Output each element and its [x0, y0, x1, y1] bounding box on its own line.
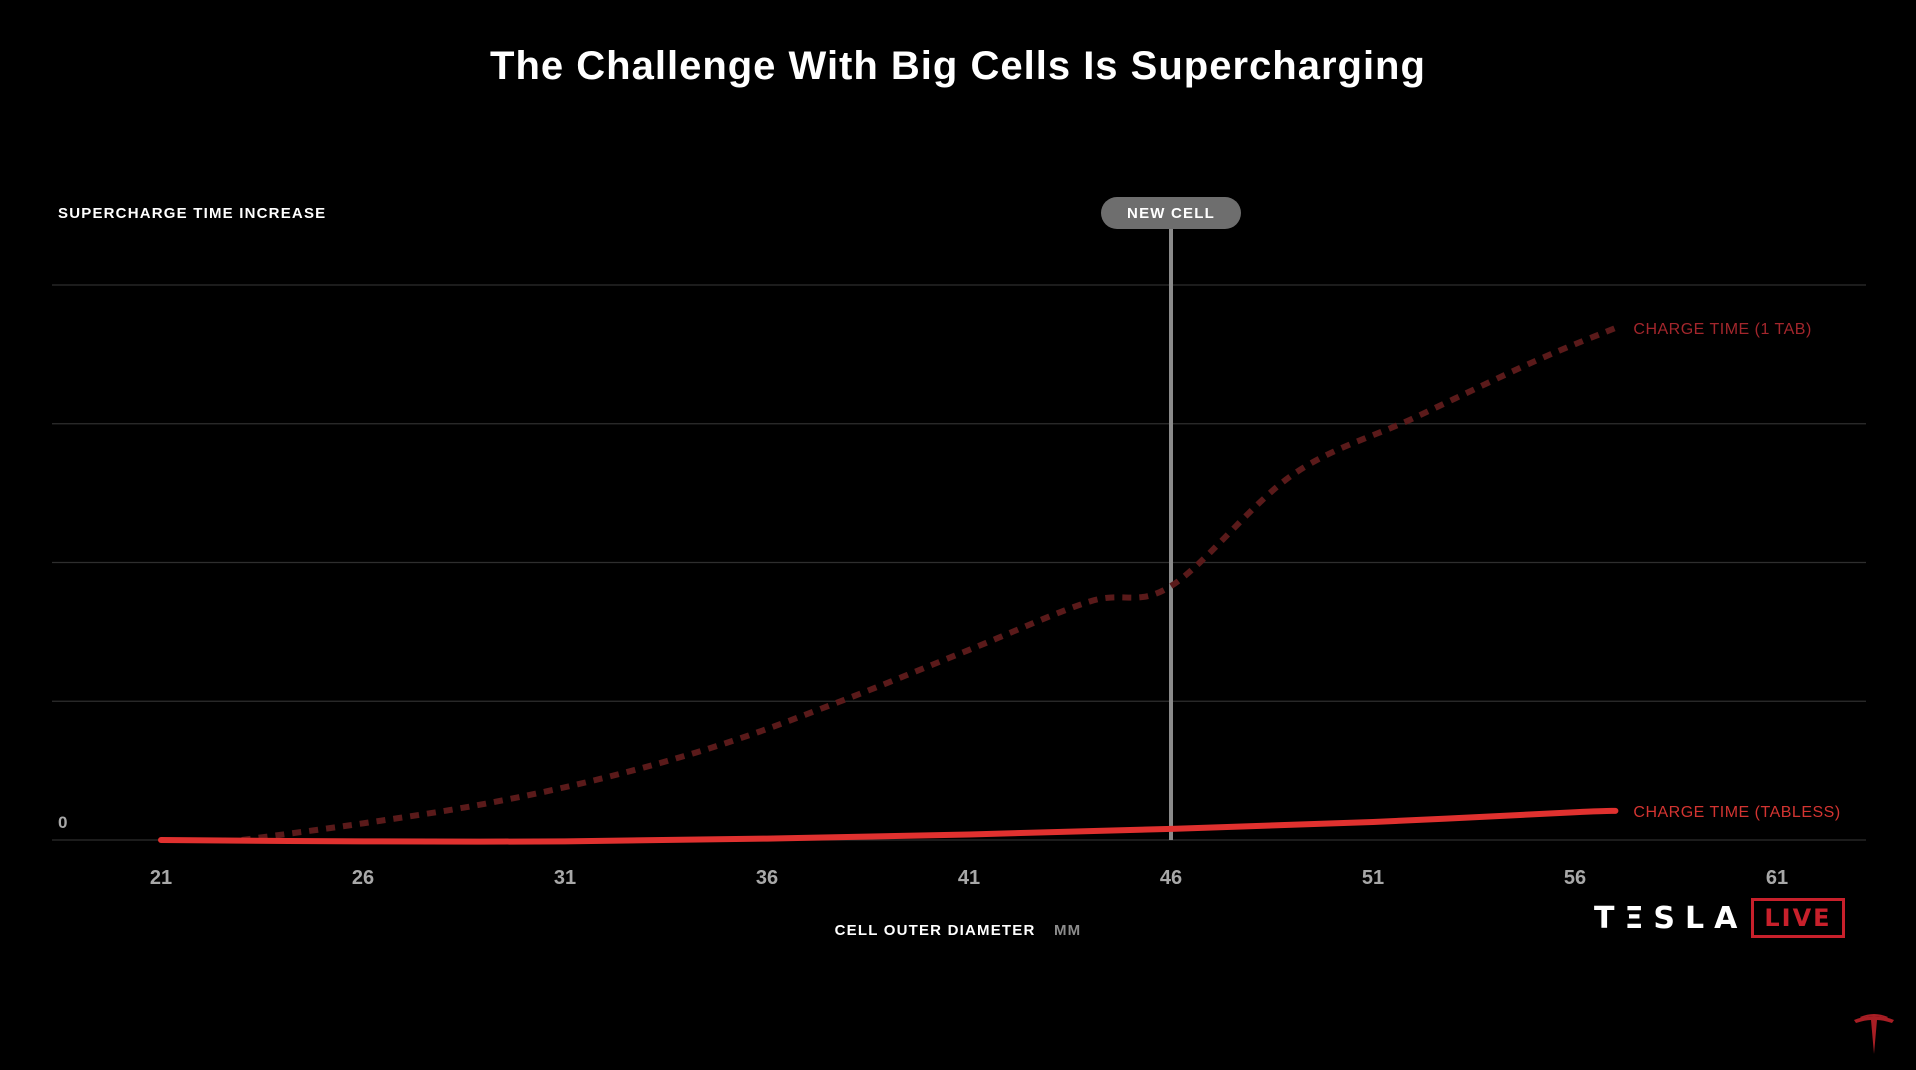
x-axis-unit: MM	[1053, 922, 1082, 939]
new-cell-badge	[1101, 197, 1241, 229]
x-axis-label-group: CELL OUTER DIAMETER MM	[0, 922, 1916, 940]
series-label-tabless: CHARGE TIME (TABLESS)	[1633, 804, 1840, 821]
brand-live-badge: LIVE	[1751, 898, 1845, 938]
new-cell-label: NEW CELL	[1127, 205, 1215, 222]
x-tick-label: 26	[352, 867, 374, 889]
brand-wordmark: TΞSLA	[1594, 900, 1748, 936]
x-tick-label: 51	[1362, 867, 1384, 889]
series-line-tabless	[158, 807, 1619, 845]
y-axis-label: SUPERCHARGE TIME INCREASE	[58, 205, 327, 222]
x-axis-label: CELL OUTER DIAMETER	[834, 922, 1036, 939]
x-tick-label: 46	[1160, 867, 1182, 889]
x-tick-label: 56	[1564, 867, 1586, 889]
chart-title: The Challenge With Big Cells Is Supercha…	[490, 44, 1426, 88]
tesla-t-icon	[1854, 1014, 1894, 1054]
x-tick-label: 36	[756, 867, 778, 889]
series-line-1-tab	[241, 325, 1617, 843]
tesla-live-logo: TΞSLA LIVE	[1594, 898, 1845, 938]
series-label-1-tab: CHARGE TIME (1 TAB)	[1633, 321, 1811, 338]
x-tick-label: 41	[958, 867, 980, 889]
y-tick-label: 0	[58, 813, 67, 832]
x-tick-label: 61	[1766, 867, 1788, 889]
x-tick-label: 21	[150, 867, 172, 889]
x-tick-label: 31	[554, 867, 576, 889]
